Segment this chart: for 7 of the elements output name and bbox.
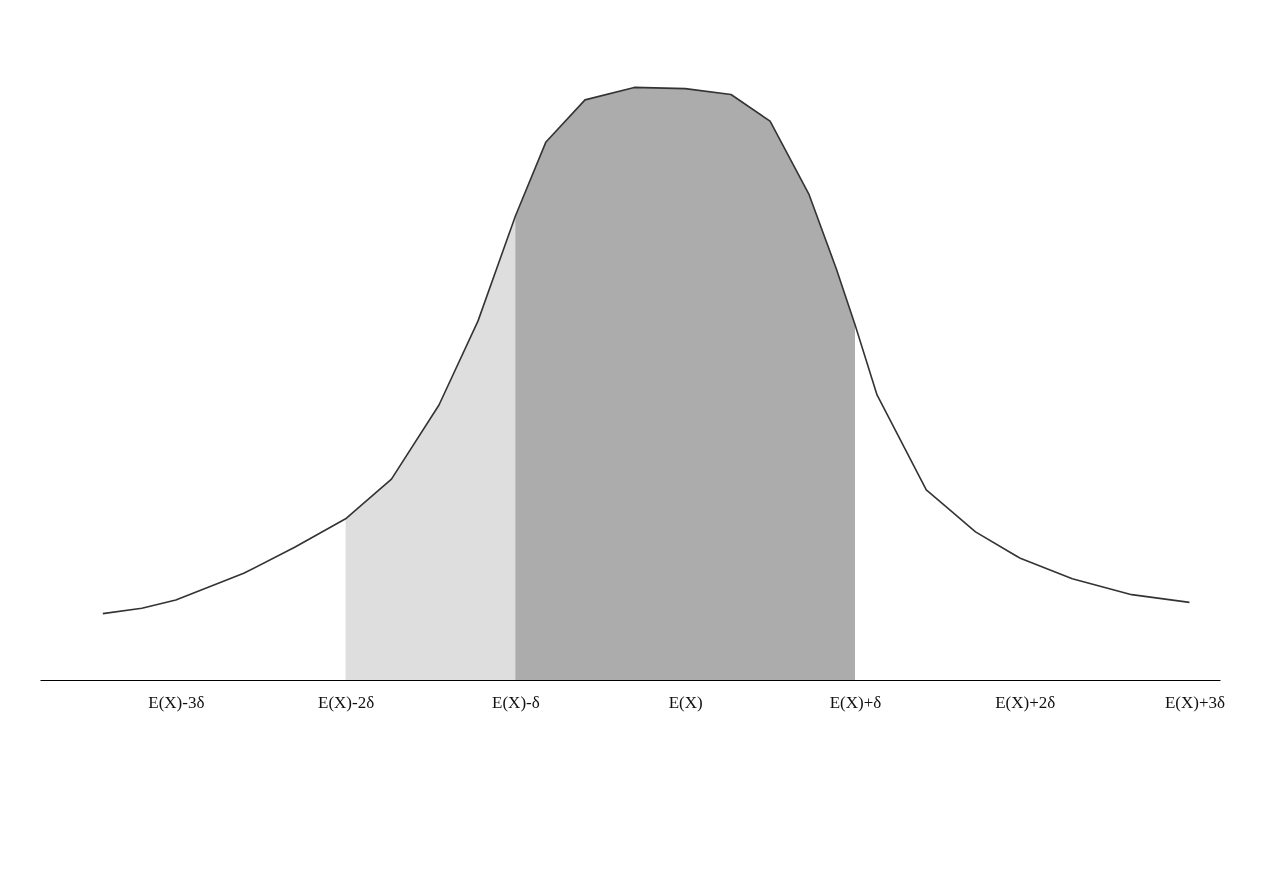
x-tick-label: E(X)-δ [492, 692, 540, 712]
x-tick-label: E(X)+3δ [1164, 692, 1226, 712]
x-tick-label: E(X)+δ [829, 692, 882, 712]
x-tick-label: E(X)+2δ [995, 692, 1056, 712]
x-tick-label: E(X)-3δ [148, 692, 205, 712]
x-tick-label: E(X)-2δ [318, 692, 375, 712]
x-tick-label: E(X) [668, 692, 703, 712]
